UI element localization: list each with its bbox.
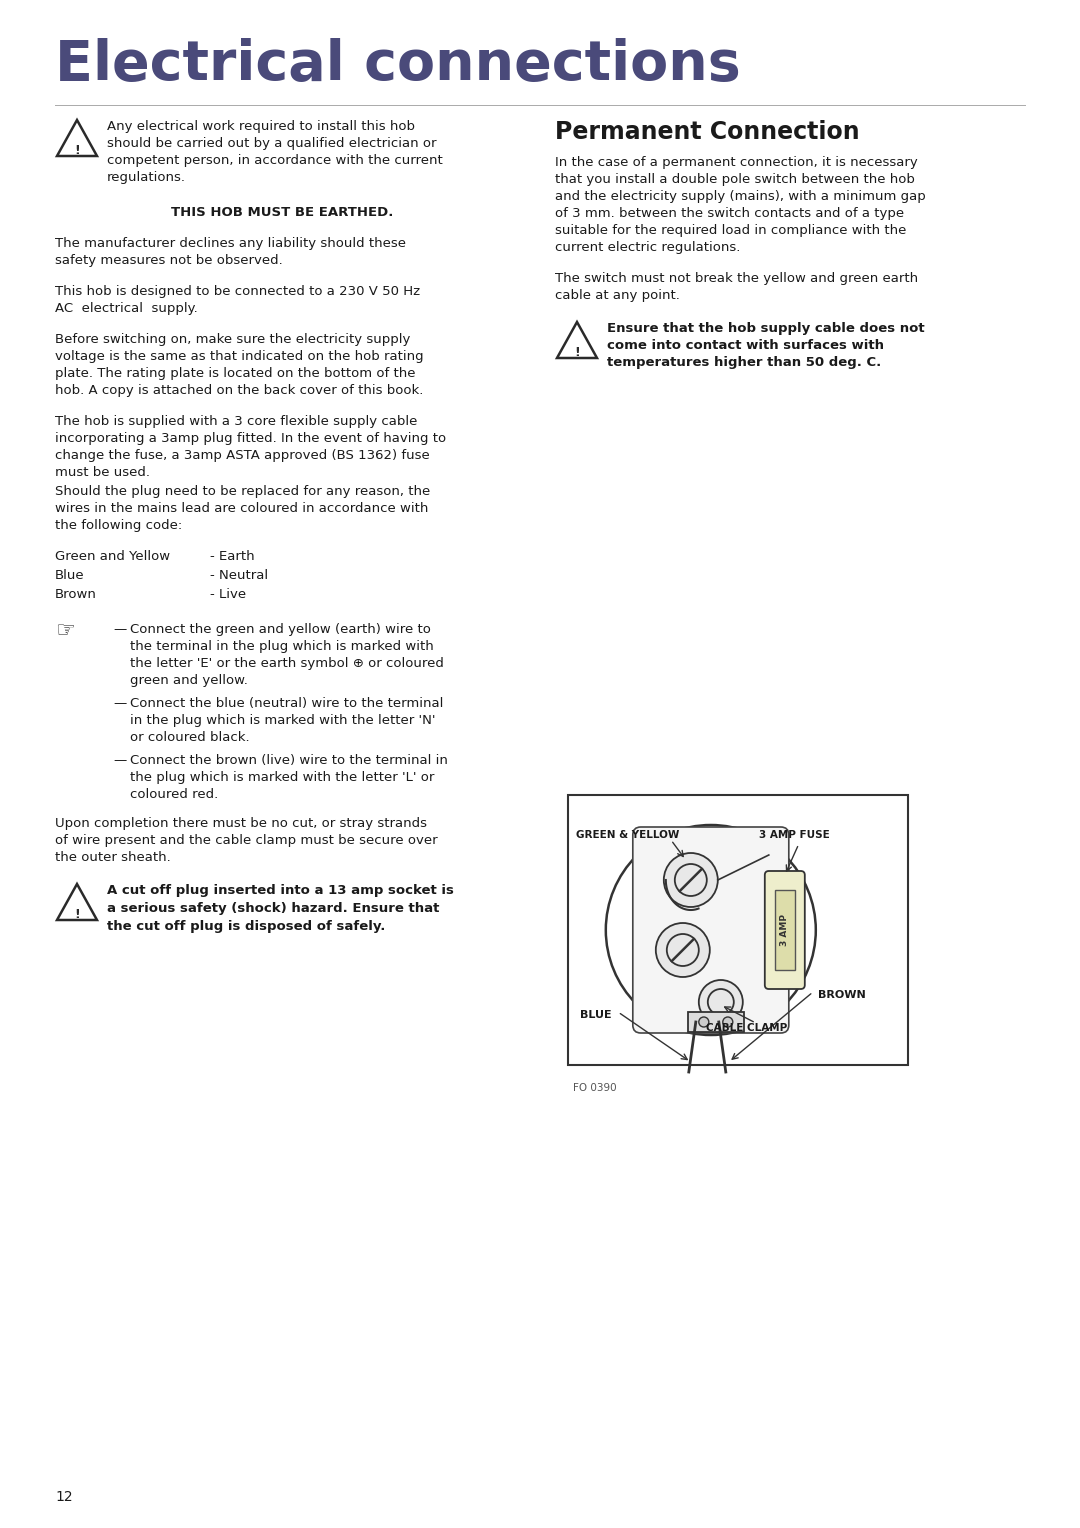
- Text: Any electrical work required to install this hob: Any electrical work required to install …: [107, 121, 415, 133]
- Text: In the case of a permanent connection, it is necessary: In the case of a permanent connection, i…: [555, 156, 918, 170]
- Bar: [688, 1012, 744, 1031]
- Text: coloured red.: coloured red.: [130, 788, 218, 801]
- Text: Green and Yellow: Green and Yellow: [55, 550, 171, 562]
- Text: that you install a double pole switch between the hob: that you install a double pole switch be…: [555, 173, 915, 186]
- Text: - Neutral: - Neutral: [210, 568, 268, 582]
- Text: CABLE CLAMP: CABLE CLAMP: [706, 1024, 787, 1033]
- Text: hob. A copy is attached on the back cover of this book.: hob. A copy is attached on the back cove…: [55, 384, 423, 397]
- Text: competent person, in accordance with the current: competent person, in accordance with the…: [107, 154, 443, 167]
- Circle shape: [699, 1018, 708, 1027]
- Text: the plug which is marked with the letter 'L' or: the plug which is marked with the letter…: [130, 772, 434, 784]
- Text: !: !: [75, 144, 80, 157]
- Text: in the plug which is marked with the letter 'N': in the plug which is marked with the let…: [130, 714, 435, 727]
- Text: BROWN: BROWN: [818, 990, 866, 999]
- Text: A cut off plug inserted into a 13 amp socket is: A cut off plug inserted into a 13 amp so…: [107, 885, 454, 897]
- Text: the cut off plug is disposed of safely.: the cut off plug is disposed of safely.: [107, 920, 386, 934]
- Text: come into contact with surfaces with: come into contact with surfaces with: [607, 339, 885, 351]
- Text: —: —: [113, 623, 126, 636]
- Text: the terminal in the plug which is marked with: the terminal in the plug which is marked…: [130, 640, 434, 652]
- Text: 3 AMP FUSE: 3 AMP FUSE: [759, 830, 829, 840]
- Text: Electrical connections: Electrical connections: [55, 38, 741, 92]
- Text: Blue: Blue: [55, 568, 84, 582]
- Text: ☞: ☞: [55, 620, 75, 642]
- Text: This hob is designed to be connected to a 230 V 50 Hz: This hob is designed to be connected to …: [55, 286, 420, 298]
- Text: cable at any point.: cable at any point.: [555, 289, 680, 303]
- Text: Before switching on, make sure the electricity supply: Before switching on, make sure the elect…: [55, 333, 410, 345]
- Text: Ensure that the hob supply cable does not: Ensure that the hob supply cable does no…: [607, 322, 924, 335]
- Text: plate. The rating plate is located on the bottom of the: plate. The rating plate is located on th…: [55, 367, 416, 380]
- Text: Permanent Connection: Permanent Connection: [555, 121, 860, 144]
- Text: of wire present and the cable clamp must be secure over: of wire present and the cable clamp must…: [55, 834, 437, 847]
- Text: !: !: [575, 345, 580, 359]
- Text: Upon completion there must be no cut, or stray strands: Upon completion there must be no cut, or…: [55, 817, 427, 830]
- FancyBboxPatch shape: [765, 871, 805, 989]
- Text: green and yellow.: green and yellow.: [130, 674, 248, 688]
- Text: suitable for the required load in compliance with the: suitable for the required load in compli…: [555, 225, 906, 237]
- Text: and the electricity supply (mains), with a minimum gap: and the electricity supply (mains), with…: [555, 189, 926, 203]
- Text: - Earth: - Earth: [210, 550, 255, 562]
- Text: —: —: [113, 753, 126, 767]
- Text: Connect the green and yellow (earth) wire to: Connect the green and yellow (earth) wir…: [130, 623, 431, 636]
- Text: of 3 mm. between the switch contacts and of a type: of 3 mm. between the switch contacts and…: [555, 206, 904, 220]
- Text: 12: 12: [55, 1490, 72, 1504]
- Text: Connect the brown (live) wire to the terminal in: Connect the brown (live) wire to the ter…: [130, 753, 448, 767]
- Text: BLUE: BLUE: [580, 1010, 611, 1021]
- Text: Brown: Brown: [55, 588, 97, 601]
- Text: —: —: [113, 697, 126, 711]
- Circle shape: [699, 979, 743, 1024]
- Text: THIS HOB MUST BE EARTHED.: THIS HOB MUST BE EARTHED.: [172, 206, 394, 219]
- Text: voltage is the same as that indicated on the hob rating: voltage is the same as that indicated on…: [55, 350, 423, 364]
- Bar: [774, 889, 795, 970]
- Text: 3 AMP: 3 AMP: [780, 914, 789, 946]
- Circle shape: [664, 853, 718, 908]
- Text: FO 0390: FO 0390: [573, 1083, 617, 1093]
- Text: should be carried out by a qualified electrician or: should be carried out by a qualified ele…: [107, 138, 436, 150]
- Text: The manufacturer declines any liability should these: The manufacturer declines any liability …: [55, 237, 406, 251]
- Text: must be used.: must be used.: [55, 466, 150, 478]
- Circle shape: [723, 1018, 733, 1027]
- Text: GREEN & YELLOW: GREEN & YELLOW: [576, 830, 679, 840]
- Text: or coloured black.: or coloured black.: [130, 730, 249, 744]
- Text: !: !: [75, 908, 80, 921]
- Text: a serious safety (shock) hazard. Ensure that: a serious safety (shock) hazard. Ensure …: [107, 902, 440, 915]
- Text: regulations.: regulations.: [107, 171, 186, 183]
- Text: change the fuse, a 3amp ASTA approved (BS 1362) fuse: change the fuse, a 3amp ASTA approved (B…: [55, 449, 430, 461]
- Text: AC  electrical  supply.: AC electrical supply.: [55, 303, 198, 315]
- Text: safety measures not be observed.: safety measures not be observed.: [55, 254, 283, 267]
- Text: the outer sheath.: the outer sheath.: [55, 851, 171, 863]
- Text: wires in the mains lead are coloured in accordance with: wires in the mains lead are coloured in …: [55, 503, 429, 515]
- Text: The hob is supplied with a 3 core flexible supply cable: The hob is supplied with a 3 core flexib…: [55, 416, 417, 428]
- Bar: [568, 795, 908, 1065]
- Text: Should the plug need to be replaced for any reason, the: Should the plug need to be replaced for …: [55, 484, 430, 498]
- Text: - Live: - Live: [210, 588, 246, 601]
- Text: incorporating a 3amp plug fitted. In the event of having to: incorporating a 3amp plug fitted. In the…: [55, 432, 446, 445]
- Text: Connect the blue (neutral) wire to the terminal: Connect the blue (neutral) wire to the t…: [130, 697, 444, 711]
- Text: temperatures higher than 50 deg. C.: temperatures higher than 50 deg. C.: [607, 356, 881, 368]
- Text: current electric regulations.: current electric regulations.: [555, 241, 741, 254]
- FancyBboxPatch shape: [633, 827, 788, 1033]
- Circle shape: [656, 923, 710, 976]
- Text: The switch must not break the yellow and green earth: The switch must not break the yellow and…: [555, 272, 918, 286]
- Text: the following code:: the following code:: [55, 520, 183, 532]
- Text: the letter 'E' or the earth symbol ⊕ or coloured: the letter 'E' or the earth symbol ⊕ or …: [130, 657, 444, 669]
